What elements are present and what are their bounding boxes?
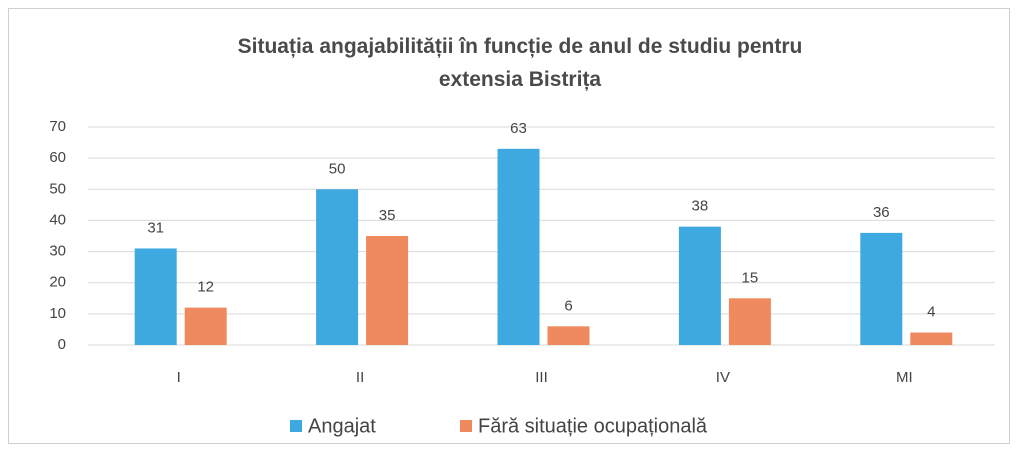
data-label: 31 — [147, 219, 164, 236]
data-label: 36 — [873, 204, 890, 221]
x-tick-label: I — [177, 369, 181, 386]
x-tick-label: IV — [716, 369, 730, 386]
bar — [316, 189, 359, 345]
bar — [497, 148, 540, 345]
y-tick-label: 30 — [49, 243, 66, 260]
bar — [728, 298, 771, 345]
legend-swatch — [460, 420, 472, 432]
bar — [134, 248, 177, 345]
x-tick-label: MI — [896, 369, 913, 386]
chart-title: Situația angajabilității în funcție de a… — [237, 35, 803, 91]
y-tick-label: 20 — [49, 274, 66, 291]
y-tick-label: 10 — [49, 305, 66, 322]
bar — [184, 307, 227, 345]
data-label: 12 — [197, 279, 214, 296]
data-label: 6 — [564, 297, 572, 314]
data-label: 50 — [329, 160, 346, 177]
legend-label: Angajat — [308, 415, 376, 437]
y-tick-label: 50 — [49, 180, 66, 197]
bar — [678, 226, 721, 345]
bar — [366, 236, 409, 345]
data-label: 38 — [692, 198, 709, 215]
y-tick-label: 60 — [49, 149, 66, 166]
bar — [547, 326, 590, 345]
legend-label: Fără situație ocupațională — [478, 415, 708, 437]
data-label: 35 — [379, 207, 396, 224]
y-tick-label: 40 — [49, 211, 66, 228]
x-tick-label: III — [535, 369, 548, 386]
bar — [910, 332, 953, 345]
y-tick-label: 0 — [58, 336, 66, 353]
data-label: 63 — [510, 120, 527, 137]
data-label: 15 — [742, 269, 759, 286]
bar — [860, 232, 903, 345]
x-tick-label: II — [356, 369, 364, 386]
y-tick-label: 70 — [49, 118, 66, 135]
data-label: 4 — [927, 304, 935, 321]
chart-frame — [8, 8, 1010, 444]
legend-swatch — [290, 420, 302, 432]
